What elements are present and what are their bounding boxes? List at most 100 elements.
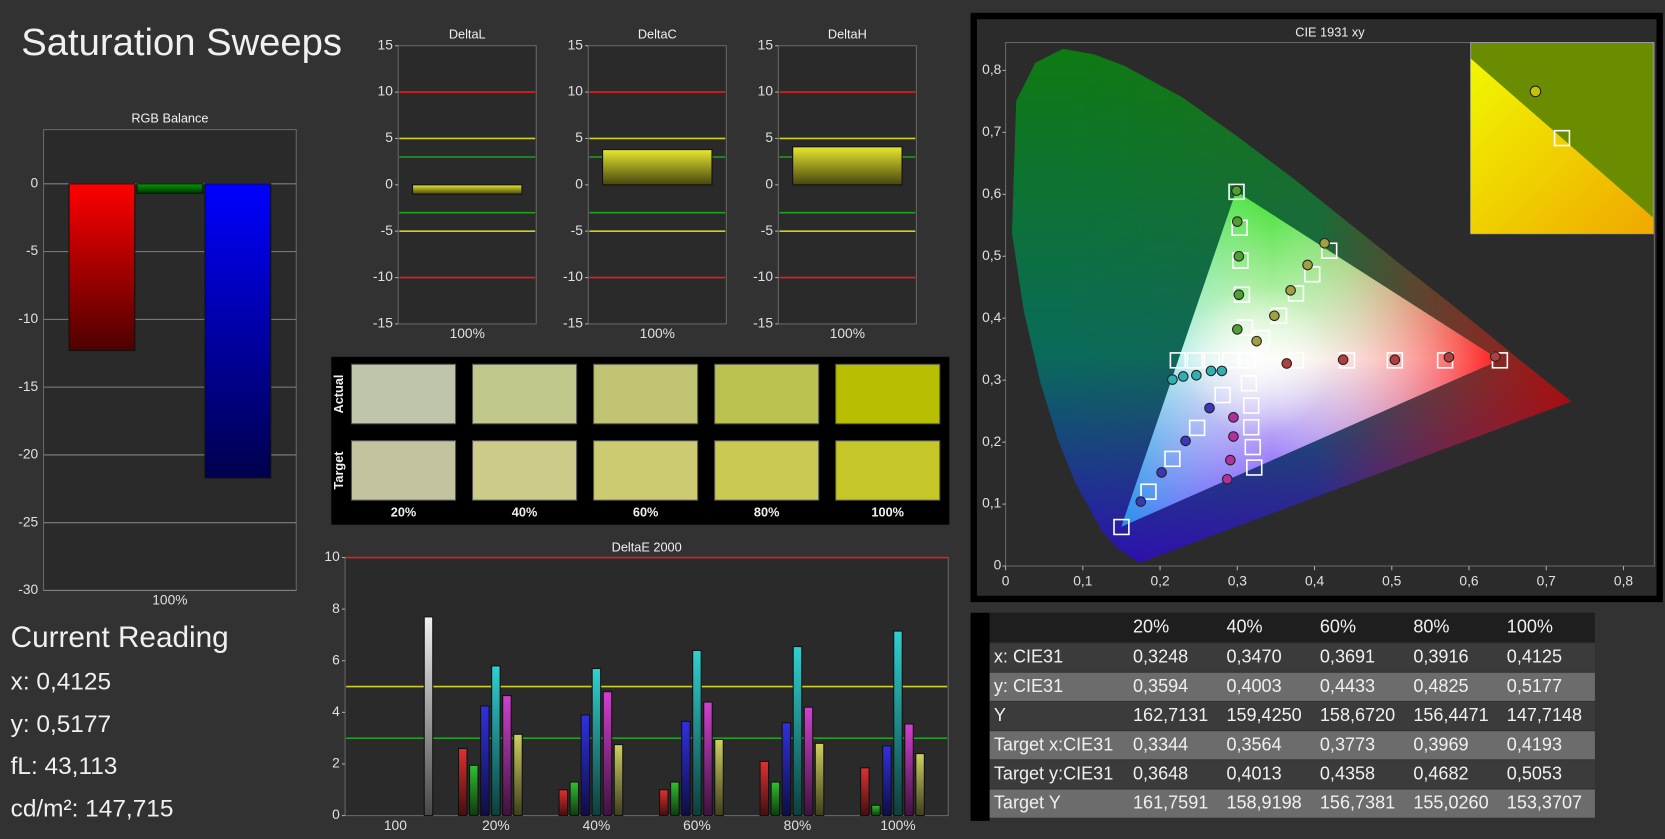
row-label: Target Y [994,793,1061,813]
zoom-target [1553,129,1571,147]
table-cell: 0,3969 [1413,734,1468,754]
row-label: Target y:CIE31 [994,763,1113,783]
table-row [989,760,1595,789]
bar [871,804,881,817]
page-title: Saturation Sweeps [21,21,342,64]
measured-point [1337,354,1349,366]
zoom-point [1529,85,1542,98]
x-tick-label: 40% [583,818,611,833]
table-cell: 147,7148 [1507,705,1582,725]
table-cell: 158,9198 [1226,793,1301,813]
y-tick-label: -30 [18,582,38,597]
table-cell: 0,4433 [1320,676,1375,696]
y-tick-label: 8 [332,601,340,616]
measured-point [1204,402,1215,414]
swatch-row-label: Target [331,451,346,490]
swatch-label: 40% [512,504,537,519]
row-selector [970,612,990,821]
measured-point [1180,435,1191,447]
measured-point [1167,374,1178,385]
target-point [1242,419,1260,436]
chart-title: DeltaE 2000 [612,539,682,554]
swatch-actual [350,363,457,425]
y-tick-label: -5 [761,223,774,238]
measured-point [1228,431,1239,442]
measured-point [1389,354,1401,366]
column-header: 80% [1413,616,1449,636]
measured-point [1319,237,1330,249]
table-cell: 161,7591 [1133,793,1208,813]
target-point [1246,459,1263,476]
y-tick-label: 0 [332,807,340,822]
x-tick-label: 0,2 [1150,574,1169,589]
table-row [989,643,1595,672]
y-tick-label: 5 [575,130,583,145]
swatch-actual [835,363,941,425]
bar [412,184,523,195]
bar [893,630,903,817]
x-tick-label: 80% [784,818,812,833]
measured-point [1205,365,1217,377]
table-cell: 158,6720 [1320,705,1395,725]
bar [781,722,792,817]
y-tick-label: 5 [385,130,393,145]
table-cell: 0,5177 [1507,676,1562,696]
bar [602,149,713,186]
x-tick-label: 0,8 [1614,574,1634,589]
bar [513,733,523,817]
table-cell: 156,4471 [1413,705,1488,725]
y-tick-label: 15 [378,37,394,52]
table-row [989,701,1595,731]
chart-title: DeltaH [828,26,867,41]
x-tick-label: 60% [683,818,711,833]
measured-point [1231,216,1243,227]
column-header: 40% [1226,616,1262,636]
bar [803,706,814,817]
swatch-target [593,440,699,501]
bar [703,701,713,817]
swatch-row-label: Actual [331,375,346,414]
measured-point [1231,324,1243,335]
swatch-actual [593,363,699,425]
y-tick-label: 2 [332,756,340,771]
bar [591,667,602,817]
measured-point [1228,412,1239,423]
table-cell: 0,3773 [1320,734,1375,754]
y-tick-label: 0,3 [982,372,1002,387]
bar [469,764,479,817]
target-point [1214,386,1231,404]
y-tick-label: 0,4 [982,310,1002,325]
row-label: y: CIE31 [994,676,1063,696]
y-tick-label: 0,8 [982,62,1002,77]
chart-title: DeltaL [449,26,486,41]
measured-point [1221,473,1233,485]
target-point [1113,518,1130,536]
measured-point [1443,351,1455,363]
measured-point [1251,335,1262,347]
y-tick-label: -5 [26,243,39,258]
bar [480,705,490,817]
x-tick-label: 0 [1002,574,1010,589]
target-point [1188,419,1206,437]
y-tick-label: 0,6 [982,186,1002,201]
chart-title: DeltaC [638,26,677,41]
measured-point [1135,496,1147,507]
x-tick-label: 0,1 [1073,574,1092,589]
bar [860,767,870,817]
bar [714,738,724,817]
bar [68,183,136,352]
bar [580,714,591,817]
bar [670,781,680,817]
reading-title: Current Reading [11,621,229,654]
x-tick-label: 0,7 [1537,574,1556,589]
table-cell: 153,3707 [1507,793,1582,813]
bar [204,183,272,479]
x-tick-label: 20% [482,818,510,833]
bar [613,744,624,817]
bar [770,781,781,817]
table-row [989,731,1595,760]
target-point [1228,183,1245,201]
target-point [1240,375,1258,392]
y-tick-label: 0,2 [982,434,1001,449]
y-tick-label: 0 [765,176,773,191]
